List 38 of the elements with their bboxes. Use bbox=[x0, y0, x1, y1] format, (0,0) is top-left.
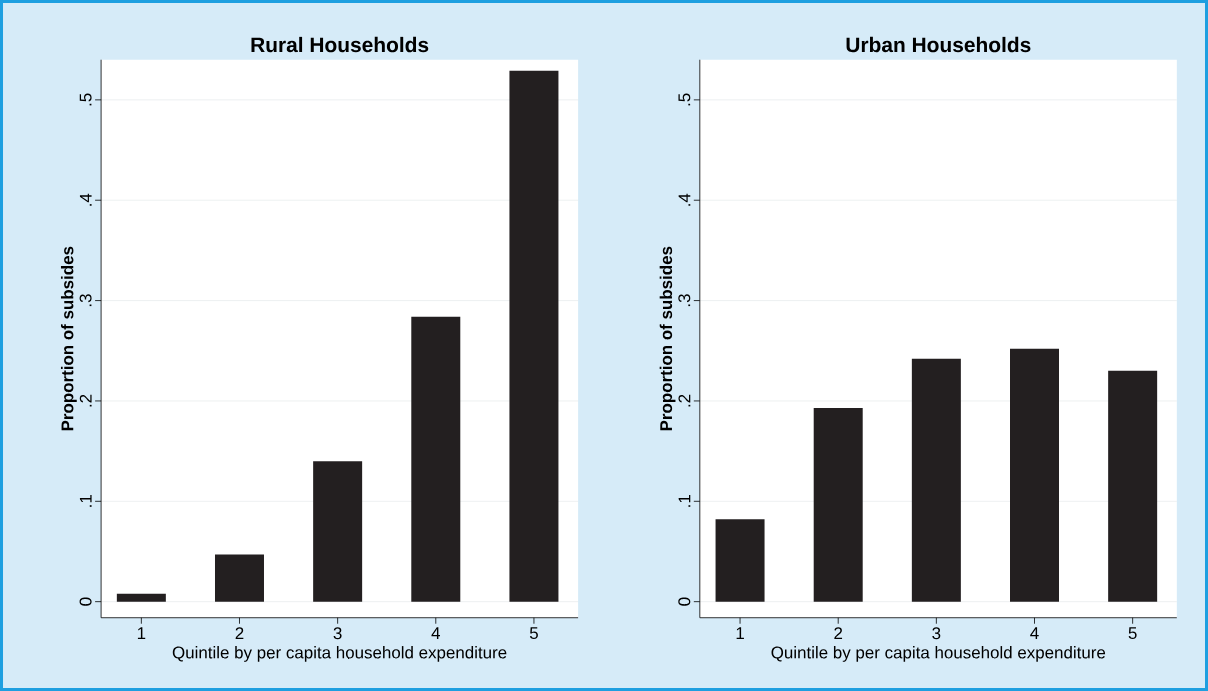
bar bbox=[1108, 370, 1158, 602]
y-axis-title: Proportion of subsides bbox=[659, 246, 676, 431]
y-tick-label: .3 bbox=[678, 294, 691, 307]
x-tick-label: 5 bbox=[529, 627, 538, 640]
x-axis-title: Quintile by per capita household expenditure bbox=[771, 646, 1106, 662]
x-tick-label: 2 bbox=[235, 627, 244, 640]
y-tick-label: .1 bbox=[678, 495, 691, 507]
y-tick-label: .5 bbox=[79, 93, 92, 106]
x-tick-label: 4 bbox=[431, 627, 440, 639]
y-tick-label: .1 bbox=[79, 495, 92, 507]
x-tick-label: 5 bbox=[1128, 627, 1137, 640]
bar bbox=[411, 316, 461, 602]
bar bbox=[715, 519, 765, 602]
y-tick-label: .2 bbox=[79, 394, 92, 407]
y-tick-label: .5 bbox=[678, 93, 691, 106]
chart-title: Urban Households bbox=[846, 36, 1031, 53]
bar bbox=[509, 70, 559, 602]
x-axis-title: Quintile by per capita household expenditure bbox=[172, 646, 507, 662]
y-tick-label: .4 bbox=[678, 193, 691, 206]
x-tick-label: 1 bbox=[736, 627, 744, 639]
bar bbox=[313, 461, 363, 602]
bar bbox=[1010, 348, 1060, 602]
y-tick-label: .4 bbox=[79, 193, 92, 206]
bar bbox=[911, 358, 961, 602]
y-axis-title: Proportion of subsides bbox=[60, 246, 77, 431]
y-tick-label: 0 bbox=[79, 597, 92, 606]
x-tick-label: 3 bbox=[333, 627, 342, 640]
x-tick-label: 4 bbox=[1030, 627, 1039, 639]
bar bbox=[813, 407, 863, 602]
y-tick-label: .3 bbox=[79, 294, 92, 307]
x-tick-label: 1 bbox=[137, 627, 146, 639]
y-tick-label: .2 bbox=[678, 394, 691, 407]
bar bbox=[214, 554, 264, 602]
chart-title: Rural Households bbox=[251, 36, 429, 53]
x-tick-label: 2 bbox=[834, 627, 843, 640]
bar bbox=[116, 593, 166, 602]
x-tick-label: 3 bbox=[932, 627, 941, 640]
y-tick-label: 0 bbox=[678, 597, 691, 606]
